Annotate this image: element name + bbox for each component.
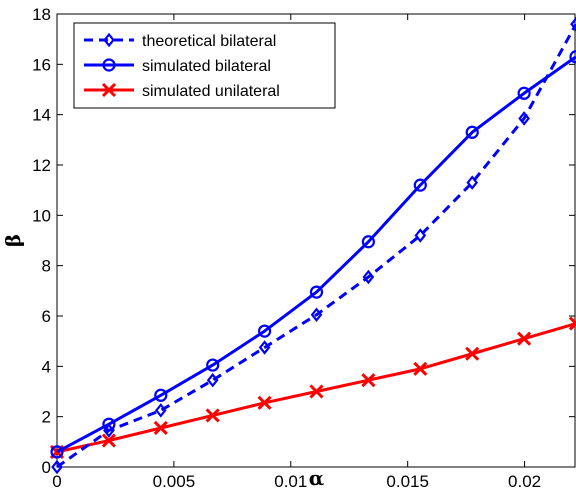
legend-label: theoretical bilateral xyxy=(142,33,276,50)
data-point-simulated-bilateral xyxy=(50,445,64,459)
data-point-simulated-unilateral-stroke xyxy=(413,361,428,376)
data-point-theoretical-bilateral xyxy=(206,372,219,388)
data-point-simulated-unilateral-stroke xyxy=(568,321,576,331)
data-point-simulated-unilateral-stroke xyxy=(205,408,220,423)
data-point-simulated-unilateral-stroke xyxy=(517,331,532,346)
legend-label: simulated unilateral xyxy=(142,83,280,100)
series-layer xyxy=(49,16,576,475)
data-point-theoretical-bilateral xyxy=(466,175,479,190)
series-line-theoretical-bilateral xyxy=(56,23,576,469)
y-tick-label: 12 xyxy=(32,156,51,175)
data-point-theoretical-bilateral xyxy=(103,423,115,438)
data-point-simulated-bilateral xyxy=(413,178,427,192)
data-point-theoretical-bilateral xyxy=(362,269,375,285)
data-point-simulated-unilateral-stroke xyxy=(568,316,576,326)
data-point-theoretical-bilateral xyxy=(51,459,63,475)
series-simulated-unilateral xyxy=(49,316,576,459)
data-point-simulated-unilateral xyxy=(101,433,116,448)
x-axis-label: α xyxy=(309,466,324,489)
data-point-theoretical-bilateral xyxy=(310,307,323,323)
y-tick-label: 14 xyxy=(32,106,51,125)
legend-swatch-marker xyxy=(103,32,115,48)
data-point-theoretical-bilateral xyxy=(154,403,167,418)
data-point-simulated-bilateral xyxy=(154,388,168,402)
series-theoretical-bilateral xyxy=(51,16,576,475)
data-point-theoretical-bilateral xyxy=(570,16,576,32)
data-point-simulated-bilateral xyxy=(361,235,375,249)
x-tick-label: 0.01 xyxy=(274,472,307,489)
data-point-theoretical-bilateral xyxy=(414,228,427,243)
y-tick-label: 6 xyxy=(42,307,51,326)
y-axis-label: β xyxy=(1,234,25,247)
x-tick-label: 0.02 xyxy=(508,472,541,489)
data-point-simulated-bilateral xyxy=(258,324,272,338)
data-point-simulated-bilateral xyxy=(309,285,324,299)
data-point-simulated-unilateral-stroke xyxy=(361,373,376,388)
data-point-theoretical-bilateral xyxy=(258,340,271,355)
data-point-simulated-unilateral-stroke xyxy=(257,395,272,410)
legend-item-simulated-bilateral: simulated bilateral xyxy=(84,58,271,75)
data-point-simulated-bilateral xyxy=(569,50,576,64)
y-tick-label: 10 xyxy=(32,206,51,225)
legend-swatch-marker-stroke xyxy=(101,82,117,98)
legend-item-simulated-unilateral: simulated unilateral xyxy=(84,82,280,100)
x-tick-label: 0 xyxy=(52,472,61,489)
x-tick-label: 0.015 xyxy=(386,472,429,489)
data-point-simulated-unilateral-stroke xyxy=(309,384,324,399)
y-tick-label: 18 xyxy=(32,5,51,24)
legend-item-theoretical-bilateral: theoretical bilateral xyxy=(84,32,276,50)
legend-label: simulated bilateral xyxy=(142,58,271,75)
y-tick-label: 0 xyxy=(42,458,51,477)
data-point-simulated-unilateral xyxy=(153,420,168,436)
series-simulated-bilateral xyxy=(50,50,576,459)
y-tick-label: 8 xyxy=(42,257,51,276)
legend-swatch-marker xyxy=(102,58,116,72)
data-point-simulated-unilateral-stroke xyxy=(101,433,116,448)
legend: theoretical bilateral simulated bilateral… xyxy=(73,22,336,109)
y-tick-label: 4 xyxy=(42,357,51,376)
x-tick-label: 0.005 xyxy=(153,472,196,489)
data-point-simulated-bilateral xyxy=(206,358,220,372)
data-point-simulated-unilateral xyxy=(465,346,480,361)
y-tick-label: 16 xyxy=(32,55,51,74)
data-point-simulated-unilateral xyxy=(205,408,220,423)
data-point-theoretical-bilateral xyxy=(518,111,530,126)
data-point-simulated-unilateral xyxy=(413,361,428,376)
data-point-simulated-unilateral xyxy=(257,395,272,410)
legend-swatch-marker xyxy=(101,82,117,98)
y-tick-label: 2 xyxy=(42,408,51,427)
data-point-simulated-unilateral-stroke xyxy=(153,420,168,436)
data-point-simulated-unilateral xyxy=(361,373,376,388)
data-point-simulated-bilateral xyxy=(517,86,531,100)
data-point-simulated-bilateral xyxy=(465,125,479,139)
data-point-simulated-unilateral xyxy=(568,316,576,331)
series-line-simulated-bilateral xyxy=(56,55,576,454)
data-point-simulated-unilateral xyxy=(309,384,324,399)
data-point-simulated-unilateral-stroke xyxy=(465,346,480,361)
axis-ticks: 0 0.005 0.01 0.015 0.02 0 2 4 6 8 10 12 14 16 18 xyxy=(32,5,575,489)
data-point-simulated-unilateral xyxy=(517,331,532,346)
